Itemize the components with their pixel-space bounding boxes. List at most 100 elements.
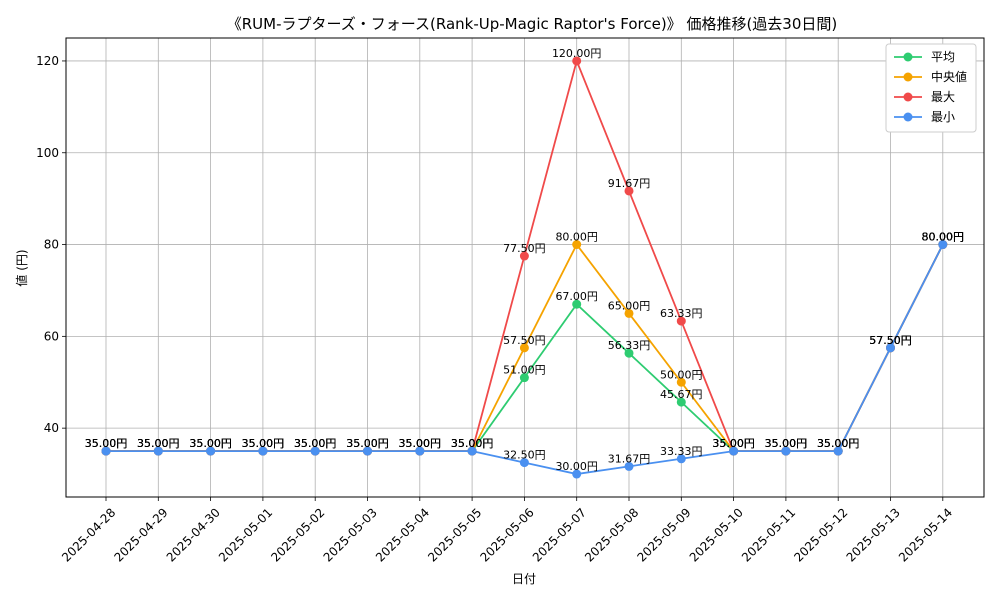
x-tick-label: 2025-04-30 xyxy=(164,505,223,564)
chart-title: 《RUM-ラプターズ・フォース(Rank-Up-Magic Raptor's F… xyxy=(227,15,838,33)
data-point xyxy=(624,348,634,358)
data-point xyxy=(363,446,372,456)
data-label: 35.00円 xyxy=(451,437,494,450)
data-point xyxy=(572,240,582,250)
x-tick-label: 2025-05-07 xyxy=(530,505,589,564)
data-point xyxy=(153,446,163,456)
data-label: 35.00円 xyxy=(817,437,860,450)
data-label: 77.50円 xyxy=(503,242,546,255)
data-point xyxy=(519,458,529,468)
data-label: 35.00円 xyxy=(451,437,494,450)
data-point xyxy=(101,446,111,456)
data-label: 35.00円 xyxy=(137,437,180,450)
data-point xyxy=(467,446,477,456)
data-label: 35.00円 xyxy=(712,437,755,450)
data-label: 35.00円 xyxy=(817,437,860,450)
data-point xyxy=(572,469,582,479)
data-label: 67.00円 xyxy=(555,290,598,303)
legend-label: 中央値 xyxy=(931,69,967,84)
legend-label: 平均 xyxy=(931,50,955,64)
x-tick-label: 2025-05-12 xyxy=(791,505,850,564)
data-label: 35.00円 xyxy=(399,437,442,450)
data-label: 35.00円 xyxy=(85,437,128,450)
x-tick-label: 2025-05-08 xyxy=(582,505,641,564)
data-point xyxy=(938,240,948,250)
data-point xyxy=(415,446,425,456)
data-label: 50.00円 xyxy=(660,368,703,381)
series-lines xyxy=(101,56,948,479)
data-point xyxy=(572,56,582,66)
data-label: 35.00円 xyxy=(346,437,389,450)
x-tick-label: 2025-05-02 xyxy=(268,505,327,564)
data-point xyxy=(624,308,634,318)
x-tick-label: 2025-05-11 xyxy=(739,505,798,564)
data-label: 35.00円 xyxy=(85,437,128,450)
data-label: 35.00円 xyxy=(242,437,285,450)
data-label: 35.00円 xyxy=(451,437,494,450)
data-label: 35.00円 xyxy=(712,437,755,450)
data-label: 35.00円 xyxy=(817,437,860,450)
x-tick-label: 2025-04-28 xyxy=(59,505,118,564)
data-point xyxy=(624,461,634,471)
x-tick-label: 2025-05-05 xyxy=(425,505,484,564)
data-label: 35.00円 xyxy=(85,437,128,450)
data-labels: 35.00円 35.00円 35.00円 35.00円 35.00円 35.00円 35.0… xyxy=(85,47,964,473)
data-label: 80.00円 xyxy=(922,231,965,244)
y-tick-label: 40 xyxy=(44,421,59,435)
data-label: 30.00円 xyxy=(555,460,598,473)
x-tick-label: 2025-05-09 xyxy=(634,505,693,564)
data-label: 33.33円 xyxy=(660,445,703,458)
data-label: 35.00円 xyxy=(189,437,232,450)
data-label: 35.00円 xyxy=(137,437,180,450)
y-tick-label: 60 xyxy=(44,329,59,343)
data-label: 56.33円 xyxy=(608,339,651,352)
data-label: 35.00円 xyxy=(242,437,285,450)
data-point xyxy=(206,446,216,456)
data-label: 35.00円 xyxy=(399,437,442,450)
x-tick-label: 2025-05-10 xyxy=(687,505,746,564)
data-label: 80.00円 xyxy=(555,231,598,244)
data-label: 57.50円 xyxy=(869,334,912,347)
legend-marker xyxy=(903,72,913,82)
data-point xyxy=(624,186,634,196)
data-label: 35.00円 xyxy=(85,437,128,450)
x-tick-label: 2025-05-04 xyxy=(373,505,432,564)
x-tick-label: 2025-04-29 xyxy=(111,505,170,564)
data-label: 35.00円 xyxy=(294,437,337,450)
data-point xyxy=(676,397,686,407)
data-label: 35.00円 xyxy=(765,437,808,450)
data-label: 35.00円 xyxy=(294,437,337,450)
data-label: 57.50円 xyxy=(503,334,546,347)
data-label: 57.50円 xyxy=(869,334,912,347)
data-label: 120.00円 xyxy=(552,47,602,60)
legend-marker xyxy=(903,92,913,102)
data-label: 35.00円 xyxy=(242,437,285,450)
data-label: 35.00円 xyxy=(346,437,389,450)
data-label: 35.00円 xyxy=(189,437,232,450)
data-label: 80.00円 xyxy=(922,231,965,244)
data-point xyxy=(781,446,791,456)
data-label: 35.00円 xyxy=(137,437,180,450)
data-label: 35.00円 xyxy=(294,437,337,450)
data-label: 35.00円 xyxy=(451,437,494,450)
data-point xyxy=(833,446,843,456)
data-label: 80.00円 xyxy=(922,231,965,244)
x-axis-label: 日付 xyxy=(512,572,536,586)
data-point xyxy=(676,316,686,326)
y-tick-label: 80 xyxy=(44,238,59,252)
data-label: 31.67円 xyxy=(608,452,651,465)
x-tick-label: 2025-05-03 xyxy=(321,505,380,564)
legend-marker xyxy=(903,52,913,62)
data-label: 35.00円 xyxy=(189,437,232,450)
plot-frame xyxy=(65,37,985,498)
legend-label: 最小 xyxy=(931,110,955,124)
data-label: 35.00円 xyxy=(712,437,755,450)
data-point xyxy=(572,299,582,309)
data-label: 80.00円 xyxy=(922,231,965,244)
x-tick-label: 2025-05-13 xyxy=(844,505,903,564)
data-label: 35.00円 xyxy=(242,437,285,450)
data-label: 35.00円 xyxy=(346,437,389,450)
data-label: 35.00円 xyxy=(765,437,808,450)
data-label: 51.00円 xyxy=(503,364,546,377)
